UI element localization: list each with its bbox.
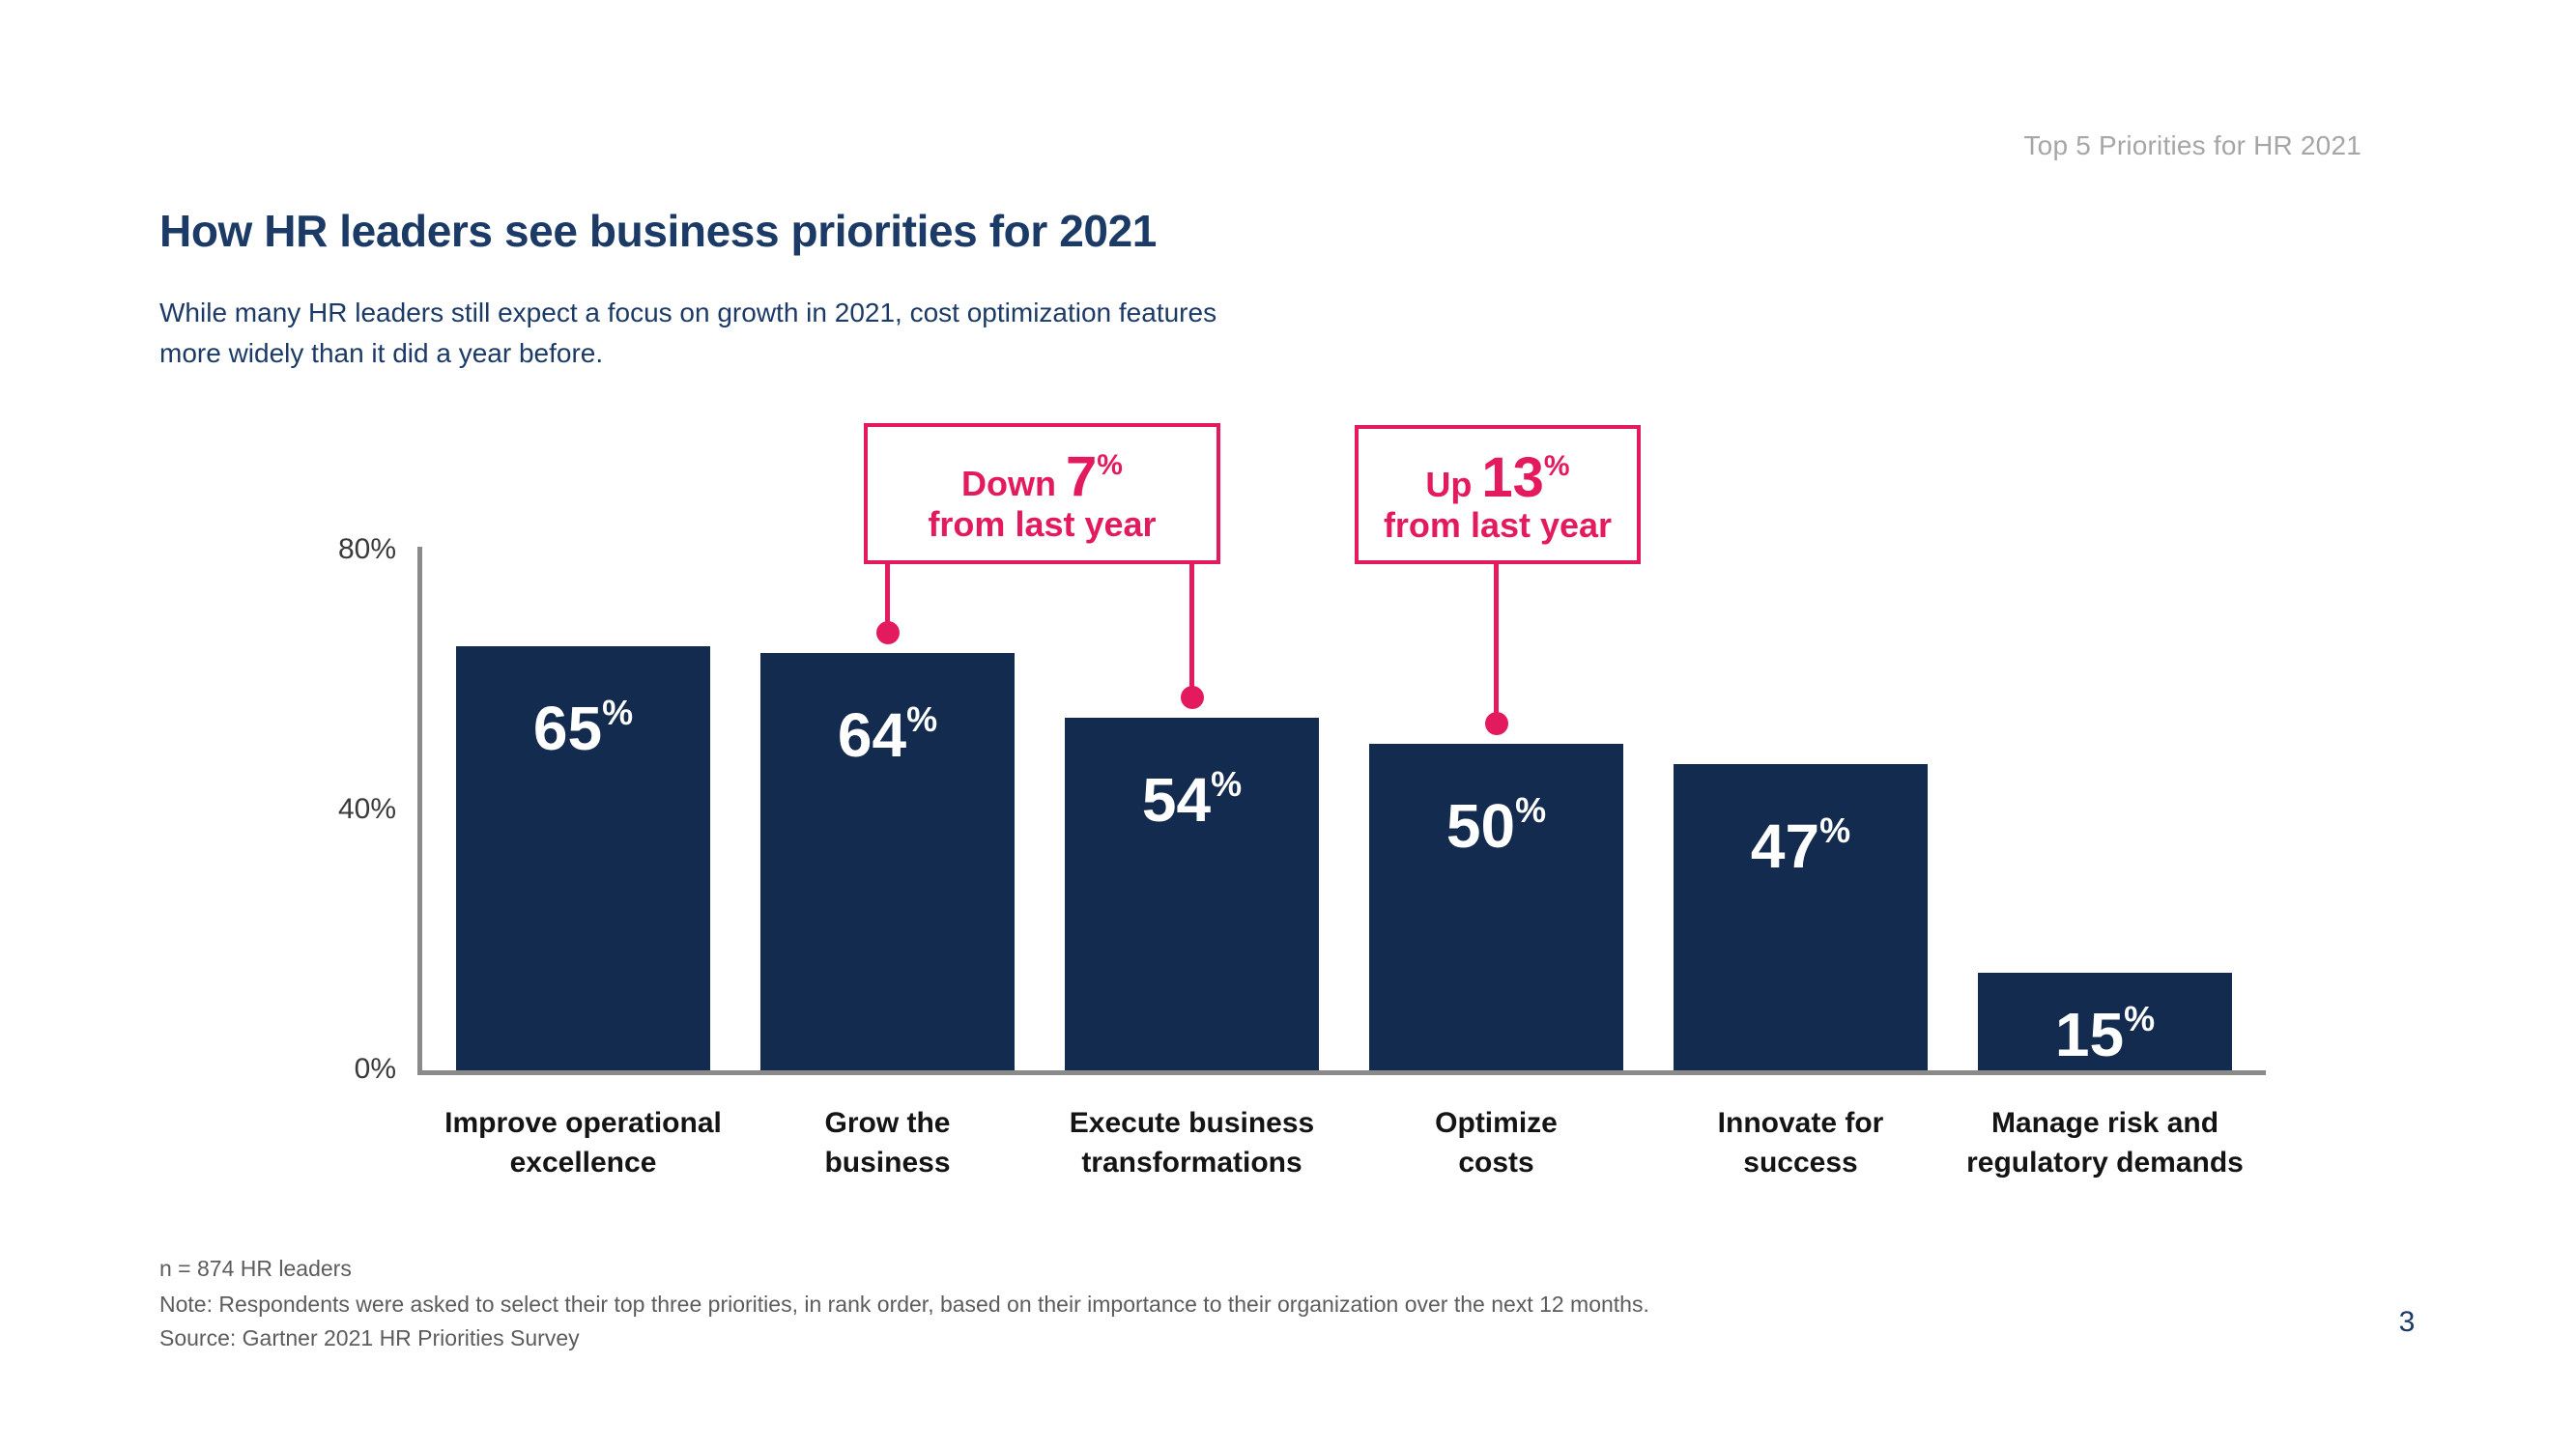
category-label-manage-risk-and-regulatory-demands: Manage risk and regulatory demands <box>1966 1107 2244 1179</box>
bar-value-label: 50% <box>1445 790 1547 861</box>
category-label-improve-operational-excellence: Improve operational excellence <box>444 1107 722 1179</box>
methodology-note: Note: Respondents were asked to select t… <box>159 1292 1649 1317</box>
y-axis-tick-0: 0% <box>354 1053 396 1085</box>
y-axis-tick-40: 40% <box>337 793 396 825</box>
connector-line <box>1189 563 1194 690</box>
subtitle: While many HR leaders still expect a foc… <box>159 293 1216 374</box>
bar-value-label: 54% <box>1141 764 1243 835</box>
bar-value-label: 15% <box>2054 999 2156 1069</box>
connector-dot <box>1484 712 1508 735</box>
document-title: Top 5 Priorities for HR 2021 <box>2023 130 2361 160</box>
sample-size-note: n = 874 HR leaders <box>159 1256 352 1281</box>
category-label-optimize-costs: Optimize costs <box>1435 1107 1558 1179</box>
y-axis-line <box>417 547 422 1073</box>
annotation-headline: Up 13% <box>1359 445 1637 506</box>
annotation-suffix: from last year <box>928 503 1157 544</box>
bar-value-label: 64% <box>837 699 938 770</box>
category-label-innovate-for-success: Innovate for success <box>1717 1107 1884 1179</box>
annotation-direction: Up <box>1425 464 1473 504</box>
annotation-direction: Down <box>961 463 1056 503</box>
page-title: How HR leaders see business priorities f… <box>159 206 1157 256</box>
source-note: Source: Gartner 2021 HR Priorities Surve… <box>159 1325 580 1350</box>
annotation-callout-up: Up 13% from last year <box>1355 425 1641 564</box>
bar-grow-the-business: 64% <box>760 653 1015 1070</box>
page-number: 3 <box>2398 1306 2416 1338</box>
bar-value-label: 47% <box>1750 810 1851 881</box>
annotation-callout-down: Down 7% from last year <box>864 423 1220 564</box>
subtitle-line-2: more widely than it did a year before. <box>159 338 604 368</box>
subtitle-line-1: While many HR leaders still expect a foc… <box>159 298 1217 327</box>
connector-line <box>885 563 890 625</box>
bar-manage-risk-and-regulatory-demands: 15% <box>1978 973 2232 1070</box>
annotation-headline: Down 7% <box>868 444 1216 505</box>
connector-dot <box>1180 686 1204 709</box>
connector-line <box>1494 563 1499 716</box>
connector-dot <box>875 621 900 644</box>
x-axis-line <box>417 1070 2266 1075</box>
bar-improve-operational-excellence: 65% <box>456 646 710 1070</box>
bar-value-label: 65% <box>532 693 634 763</box>
annotation-value: 7 <box>1066 444 1098 508</box>
annotation-value: 13 <box>1481 445 1544 509</box>
annotation-suffix: from last year <box>1383 504 1613 545</box>
category-label-grow-the-business: Grow the business <box>824 1107 951 1179</box>
category-label-execute-business-transformations: Execute business transformations <box>1069 1107 1315 1179</box>
bar-optimize-costs: 50% <box>1369 744 1623 1070</box>
bar-execute-business-transformations: 54% <box>1065 718 1319 1070</box>
annotation-unit: % <box>1097 448 1123 481</box>
y-axis-tick-80: 80% <box>337 533 396 565</box>
annotation-unit: % <box>1543 449 1570 482</box>
bar-innovate-for-success: 47% <box>1674 764 1928 1070</box>
